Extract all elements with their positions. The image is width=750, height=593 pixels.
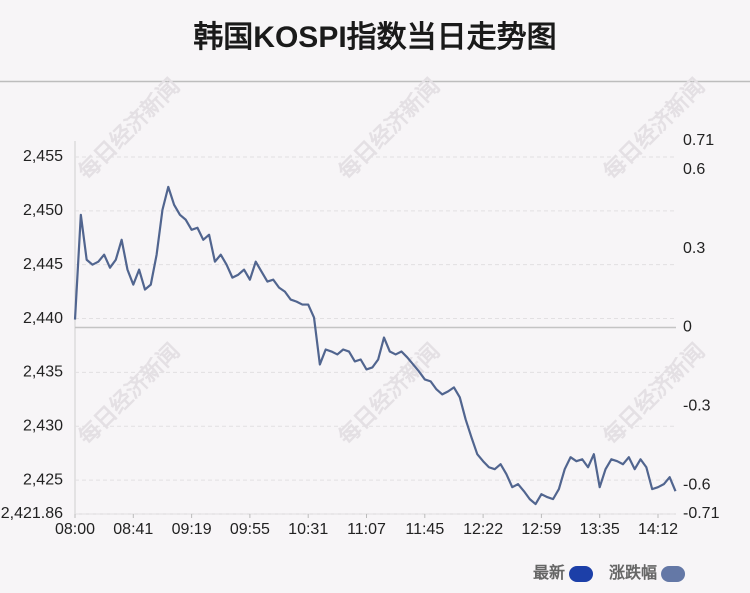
y2-tick-label: 0.71 [683,132,714,149]
y-tick-label: 2,421.86 [1,505,63,522]
chart-title: 韩国KOSPI指数当日走势图 [193,21,556,54]
price-line [73,185,677,506]
x-tick-label: 14:12 [638,521,678,538]
y-tick-label: 2,450 [23,202,63,219]
y2-tick-label: 0.6 [683,161,705,178]
x-tick-label: 09:19 [172,521,212,538]
x-tick-label: 11:45 [405,521,444,538]
y-tick-label: 2,455 [23,148,63,165]
y2-tick-label: 0.3 [683,240,705,257]
legend-label: 涨跌幅 [609,563,657,582]
x-tick-label: 08:41 [113,521,153,538]
y2-tick-label: 0 [683,319,692,336]
y2-tick-label: -0.3 [683,398,711,415]
y-tick-label: 2,440 [23,310,63,327]
y-tick-label: 2,445 [23,256,63,273]
x-tick-label: 09:55 [230,521,270,538]
x-tick-label: 10:31 [288,521,328,538]
x-tick-label: 12:59 [521,521,561,538]
y-tick-label: 2,425 [23,471,63,488]
y-tick-label: 2,435 [23,364,63,381]
x-tick-label: 13:35 [580,521,620,538]
x-tick-label: 08:00 [55,521,95,538]
y2-tick-label: -0.71 [683,505,720,522]
legend-swatch [569,566,594,582]
y-tick-label: 2,430 [23,418,63,435]
x-tick-label: 11:07 [347,521,386,538]
legend-label: 最新 [533,563,565,582]
legend-swatch [661,566,686,582]
x-tick-label: 12:22 [463,521,503,538]
y2-tick-label: -0.6 [683,476,711,493]
